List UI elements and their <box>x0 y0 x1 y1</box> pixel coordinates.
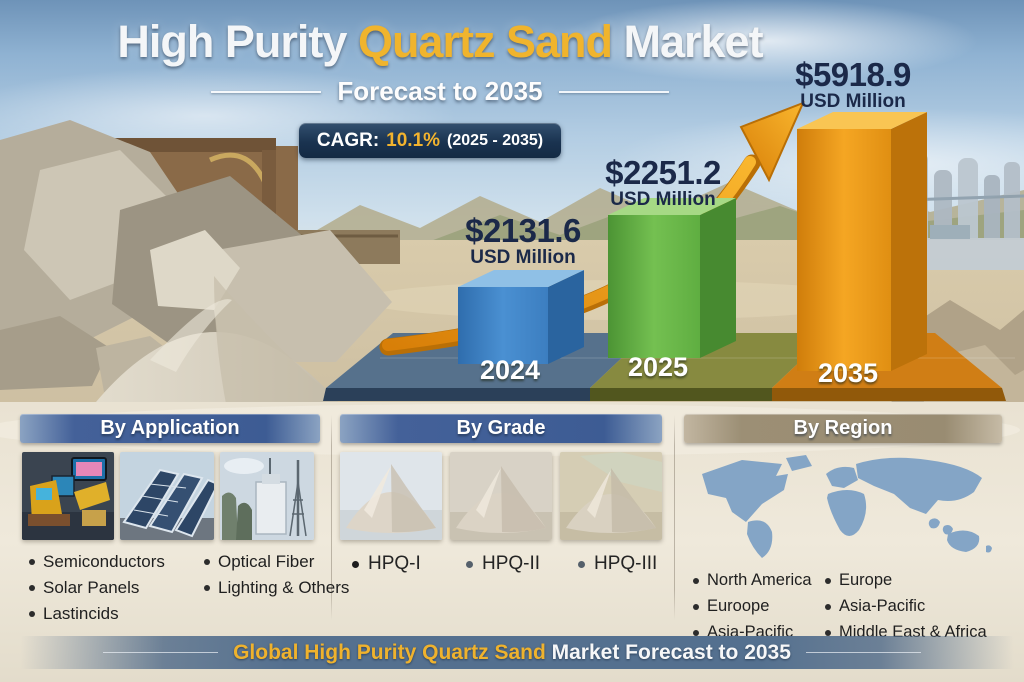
list-item: Lighting & Others <box>203 577 349 598</box>
sand-pile <box>96 276 338 411</box>
footer-rest: Market Forecast to 2035 <box>545 640 791 664</box>
list-item: Solar Panels <box>28 577 165 598</box>
list-item: Lastincids <box>28 603 165 624</box>
optical-fiber-lighting-image <box>220 452 314 540</box>
footer-banner: Global High Purity Quartz Sand Market Fo… <box>0 636 1024 669</box>
bar-2025 <box>608 198 736 358</box>
grade-label-hpq-iii: HPQ-III <box>578 553 657 575</box>
year-label-2035: 2035 <box>817 358 879 388</box>
unit-2035: USD Million <box>800 90 906 112</box>
world-map-image <box>686 450 1008 562</box>
subtitle: Forecast to 2035 <box>337 76 543 106</box>
panel-header-by-application: By Application <box>20 414 320 443</box>
panel-header-by-grade: By Grade <box>340 414 662 443</box>
application-list-col1: Semiconductors Solar Panels Lastincids <box>28 551 165 629</box>
panel-divider-2 <box>674 415 675 620</box>
hpq-i-image <box>340 452 442 540</box>
unit-2025: USD Million <box>610 188 716 210</box>
title-highlight: Quartz Sand <box>357 16 613 67</box>
value-label-2025: $2251.2 USD Million <box>578 156 748 209</box>
footer-text: Global High Purity Quartz Sand Market Fo… <box>233 641 791 665</box>
bar-2024 <box>458 270 584 364</box>
value-label-2024: $2131.6 USD Million <box>438 214 608 267</box>
unit-2024: USD Million <box>470 246 576 268</box>
year-label-2024: 2024 <box>479 355 541 385</box>
value-2035: $5918.9 <box>795 56 911 93</box>
subtitle-rule-left <box>211 90 322 93</box>
footer-rule-left <box>103 652 219 653</box>
value-2025: $2251.2 <box>605 154 721 191</box>
boulders-left <box>0 120 392 392</box>
footer-highlight: Global High Purity Quartz Sand <box>233 640 546 664</box>
cagr-period: (2025 - 2035) <box>447 131 544 149</box>
panel-header-by-region: By Region <box>684 414 1002 443</box>
footer-rule-right <box>805 652 921 653</box>
value-2024: $2131.6 <box>465 212 581 249</box>
list-item: Euroope <box>692 596 812 617</box>
list-item: Semiconductors <box>28 551 165 572</box>
rocks-right <box>890 300 1024 410</box>
list-item: Asia-Pacific <box>824 596 987 617</box>
cagr-value: 10.1% <box>386 129 441 151</box>
hpq-ii-image <box>450 452 552 540</box>
application-list-col2: Optical Fiber Lighting & Others <box>203 551 349 603</box>
grade-label-hpq-ii: HPQ-II <box>466 553 540 575</box>
cagr-badge: CAGR: 10.1% (2025 - 2035) <box>299 123 561 158</box>
subtitle-rule-right <box>558 90 669 93</box>
title-part2: Market <box>611 16 763 67</box>
title-part1: High Purity <box>117 16 358 67</box>
list-item: Europe <box>824 570 987 591</box>
header: High Purity Quartz Sand Market Forecast … <box>60 16 820 107</box>
list-item: Optical Fiber <box>203 551 349 572</box>
grade-label-hpq-i: HPQ-I <box>352 553 421 575</box>
semiconductors-image <box>22 452 114 540</box>
list-item: North America <box>692 570 812 591</box>
cagr-label: CAGR: <box>316 129 380 151</box>
bar-2035 <box>797 112 927 371</box>
hpq-iii-image <box>560 452 662 540</box>
year-label-2025: 2025 <box>627 352 689 382</box>
solar-panels-image <box>120 452 214 540</box>
page-title: High Purity Quartz Sand Market <box>60 16 820 68</box>
industrial-plant <box>898 150 1024 270</box>
subtitle-row: Forecast to 2035 <box>60 76 820 107</box>
value-label-2035: $5918.9 USD Million <box>768 58 938 111</box>
